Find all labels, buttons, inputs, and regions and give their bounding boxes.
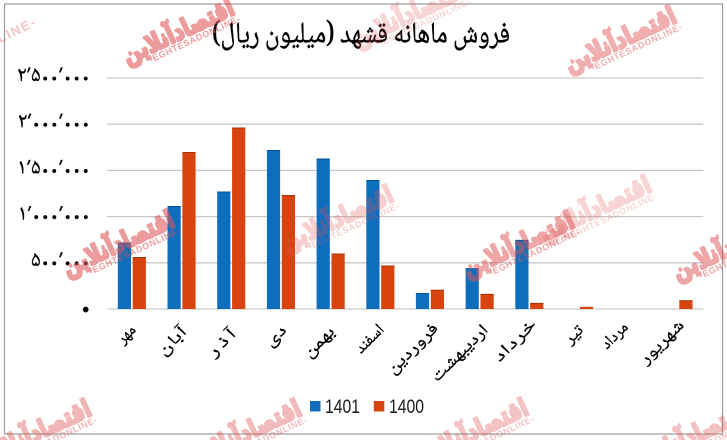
svg-text:1401: 1401 [325,397,360,418]
svg-text:1400: 1400 [389,397,424,418]
